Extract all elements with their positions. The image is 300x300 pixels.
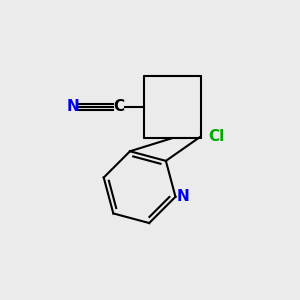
Text: N: N [66, 99, 79, 114]
Text: N: N [177, 189, 190, 204]
Text: C: C [113, 99, 124, 114]
Text: Cl: Cl [208, 129, 224, 144]
